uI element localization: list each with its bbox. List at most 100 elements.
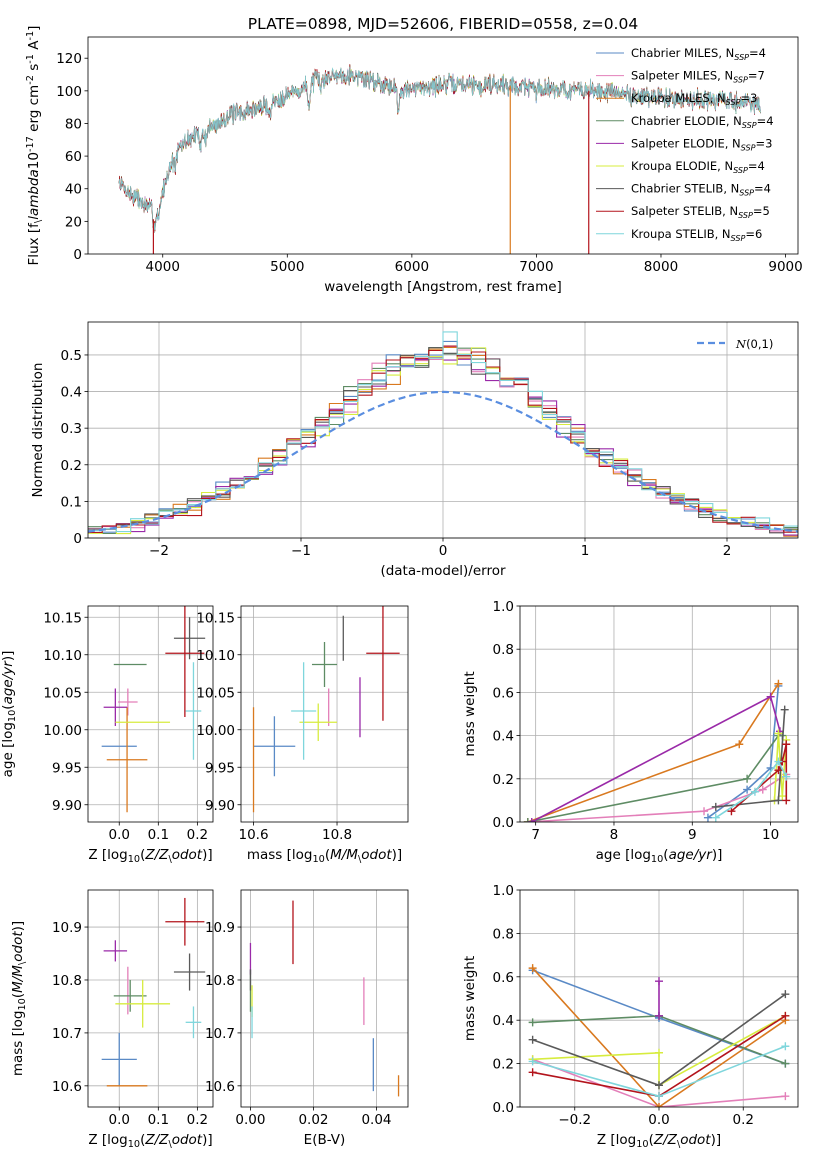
label-part: (0,1) [746,337,773,351]
weight-marker [703,813,712,822]
label-part: odot [680,1132,711,1148]
label-part: 10 [312,854,324,865]
legend-subscript: SSP [733,76,748,85]
weight-marker [655,1103,663,1107]
legend-name: Kroupa MILES, N [631,91,726,105]
label-part: Z/Z [144,847,169,863]
weight-marker [743,774,752,783]
plot-area [118,64,761,254]
plot-area [88,331,798,537]
legend-name: Salpeter STELIB, N [631,204,738,218]
weight-marker [781,990,790,999]
legend-subscript: SSP [741,143,756,152]
weight-marker [655,1011,663,1020]
axes-frame [240,889,409,1108]
y-tick-label: 10.7 [205,1026,235,1042]
legend-subscript: SSP [739,189,754,198]
x-tick-label: 9 [688,827,697,843]
weight-marker [655,1048,663,1057]
y-tick-label: 0.2 [493,1057,514,1073]
weight-line [707,685,780,819]
errorbar-point [173,617,206,660]
y-tick-label: 10.05 [43,685,82,701]
label-part: 10 [636,1139,648,1150]
label-part: 10 [26,152,42,169]
x-tick-label: −1 [291,543,311,559]
label-part: 10 [128,1139,140,1150]
label-part: E(B-V) [304,1132,346,1148]
y-tick-label: 20 [65,214,82,230]
weight-marker [774,757,783,766]
axes-frame [87,889,214,1108]
x-axis-label: (data-model)/error [380,563,506,579]
x-tick-label: −0.2 [558,1112,591,1128]
label-part: )] [392,847,403,863]
label-part: Z [log [597,1132,636,1148]
weight-marker [774,796,783,805]
x-tick-label: 9000 [768,259,802,275]
y-tick-label: 0.4 [493,1013,514,1029]
errorbar-point [311,642,338,687]
legend-entry: Chabrier MILES, NSSP=4 [631,46,766,62]
weight-marker [766,692,775,701]
y-tick-label: 60 [65,149,82,165]
weight-marker [727,807,736,816]
y-tick-label: 10.15 [196,610,235,626]
y-tick-label: 0 [73,531,82,547]
weight-marker [743,785,752,794]
axes-weight-vs-Z: −0.2 0.0 0.2 0.0 0.2 0.4 0.6 0.8 1.0 Z [log10(Z/Z… [462,883,799,1150]
label-part: )] [712,847,723,863]
y-tick-label: 10.6 [205,1079,235,1095]
x-tick-label: 4000 [146,259,180,275]
residual-legend: N(0,1) [697,337,773,351]
label-part: odot [361,847,392,863]
legend-entry: Kroupa STELIB, NSSP=6 [631,227,762,243]
legend-subscript: SSP [726,98,741,107]
legend-count: =5 [753,204,770,218]
weight-marker [782,772,791,781]
x-tick-label: 10 [762,827,779,843]
x-tick-label: 10.6 [238,827,268,843]
weight-marker [758,785,767,794]
y-tick-label: 10.00 [43,723,82,739]
label-part: s [26,64,42,75]
errorbar-point [173,953,206,991]
label-part: A [26,40,42,54]
weight-marker [523,818,532,822]
normal-reference-curve [88,390,798,533]
weight-marker [528,1068,537,1077]
label-part: M/M [10,965,26,993]
x-axis-label: Z [log10(Z/Z\odot)] [88,847,212,865]
x-tick-label: 0.0 [648,1112,669,1128]
y-axis-label: mass weight [462,671,478,756]
plot-area [101,606,206,813]
errorbar-point [299,703,338,741]
errorbar-point [103,688,128,726]
label-part: -1 [25,31,36,41]
label-part: -1 [25,54,36,64]
label-part: odot [10,931,26,962]
label-part: \ [17,961,28,965]
label-part: ( [140,847,145,863]
x-tick-label: 0.2 [187,1112,208,1128]
axes-mass-vs-ebv: 0.00 0.02 0.04 10.6 10.7 10.8 10.9 E(B-V) [205,889,409,1148]
x-tick-label: 2 [723,543,732,559]
spectrum-line [118,66,761,232]
errorbar-point [113,979,147,1012]
x-tick-label: 0.2 [187,827,208,843]
residual-histogram [88,347,798,535]
label-part: 10 [7,710,18,722]
x-axis-label: wavelength [Angstrom, rest frame] [324,279,562,295]
weight-marker [528,964,537,973]
y-tick-label: 9.95 [52,760,82,776]
axes-frame [87,36,799,255]
weight-marker [528,1057,537,1066]
label-part: 10 [17,998,28,1010]
axes-residuals: −2 −1 0 1 2 0 0.1 0.2 0.3 0.4 0.5 (data-model)/erro… [30,321,799,579]
y-tick-label: 10.6 [52,1079,82,1095]
legend-entry: Salpeter STELIB, NSSP=5 [631,204,770,220]
legend-entry: Kroupa MILES, NSSP=3 [631,91,757,107]
y-tick-label: 40 [65,182,82,198]
label-part: age [log [596,847,651,863]
